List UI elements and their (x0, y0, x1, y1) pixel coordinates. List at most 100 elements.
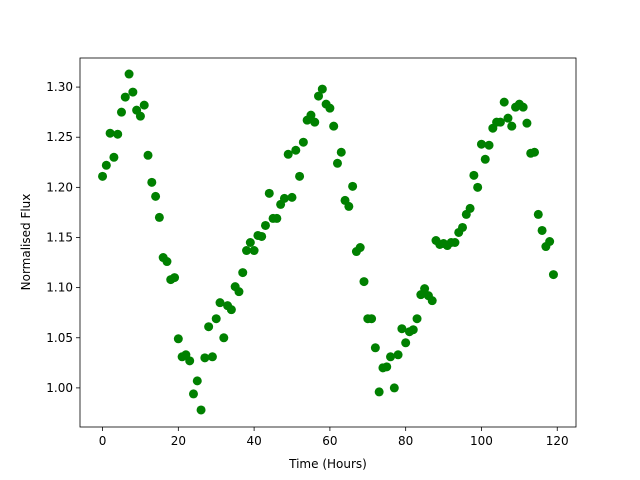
point (101, 160, 111, 170)
point (211, 314, 221, 324)
point (147, 177, 157, 187)
point (264, 188, 274, 198)
point (135, 111, 145, 121)
point (219, 333, 229, 343)
y-tick-label: 1.30 (46, 80, 73, 94)
point (374, 387, 384, 397)
point (499, 97, 509, 107)
point (116, 107, 126, 117)
point (170, 273, 180, 283)
point (408, 325, 418, 335)
x-tick-label: 20 (171, 434, 186, 448)
point (427, 296, 437, 306)
y-tick-label: 1.10 (46, 281, 73, 295)
point (124, 69, 134, 79)
point (272, 213, 282, 223)
point (317, 84, 327, 94)
point (386, 352, 396, 362)
point (507, 121, 517, 131)
point (314, 91, 324, 101)
point (242, 246, 252, 256)
point (245, 238, 255, 247)
point (260, 220, 270, 230)
point (298, 137, 308, 147)
y-tick-label: 1.05 (46, 331, 73, 345)
point (283, 149, 293, 159)
point (200, 353, 210, 363)
point (548, 270, 558, 280)
point (120, 92, 130, 102)
point (359, 277, 369, 287)
x-tick-label: 40 (246, 434, 261, 448)
point (545, 236, 555, 246)
point (420, 284, 430, 294)
point (329, 121, 339, 131)
plot-frame (79, 57, 577, 428)
point (473, 182, 483, 192)
point (412, 314, 422, 324)
point (151, 191, 161, 201)
x-tick-label: 100 (470, 434, 493, 448)
point (480, 154, 490, 164)
point (196, 405, 206, 415)
point (469, 170, 479, 180)
point (367, 314, 377, 324)
point (465, 203, 475, 213)
point (109, 152, 119, 162)
point (382, 362, 392, 372)
point (306, 110, 316, 120)
point (344, 201, 354, 211)
point (192, 376, 202, 386)
point (518, 102, 528, 112)
point (332, 158, 342, 168)
y-tick-label: 1.00 (46, 381, 73, 395)
point (204, 322, 214, 332)
y-tick-label: 1.25 (46, 130, 73, 144)
point (393, 350, 403, 360)
point (291, 145, 301, 155)
point (162, 257, 172, 267)
point (495, 117, 505, 127)
point (154, 212, 164, 222)
x-tick-label: 0 (99, 434, 107, 448)
point (325, 103, 335, 113)
point (185, 356, 195, 366)
point (173, 334, 183, 344)
point (476, 139, 486, 149)
point (287, 192, 297, 202)
point (537, 225, 547, 235)
point (450, 238, 460, 247)
point (113, 129, 123, 139)
x-axis-label: Time (Hours) (288, 457, 367, 471)
point (234, 287, 244, 297)
point (310, 117, 320, 127)
point (98, 171, 108, 181)
point (128, 87, 138, 97)
point (139, 100, 149, 110)
point (503, 113, 513, 123)
point (389, 383, 399, 393)
point (530, 147, 540, 157)
point (522, 118, 532, 128)
point (188, 389, 198, 399)
y-tick-label: 1.15 (46, 230, 73, 244)
point (401, 338, 411, 348)
point (458, 222, 468, 232)
point (355, 243, 365, 253)
point (397, 324, 407, 334)
y-axis-label: Normalised Flux (19, 194, 33, 291)
y-tick-label: 1.20 (46, 180, 73, 194)
x-tick-label: 120 (546, 434, 569, 448)
point (279, 193, 289, 203)
point (238, 268, 248, 278)
point (249, 246, 259, 256)
point (105, 128, 115, 138)
point (226, 305, 236, 315)
point (295, 171, 305, 181)
point (533, 209, 543, 219)
point (207, 352, 217, 362)
x-tick-label: 60 (322, 434, 337, 448)
x-tick-label: 80 (398, 434, 413, 448)
point (370, 343, 380, 353)
